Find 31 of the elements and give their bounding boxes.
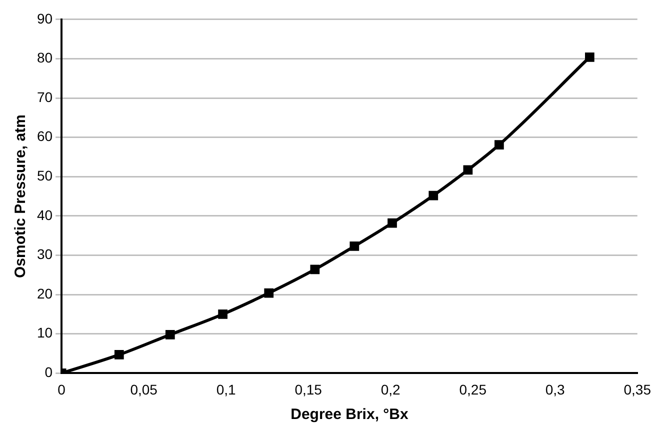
y-tick-label: 80 [36,50,53,66]
x-tick-label: 0,15 [294,381,322,398]
y-tick-label: 10 [36,324,53,341]
y-tick-label: 70 [36,88,53,105]
x-tick-label: 0 [58,381,66,398]
point [264,288,274,298]
y-tick-label: 90 [36,10,53,26]
point [114,350,124,360]
point [218,310,228,319]
x-tick-label: 0,35 [624,381,652,398]
point [428,190,438,200]
x-tick-label: 0,3 [545,381,566,398]
y-tick-label: 50 [36,168,53,184]
x-axis-title: Degree Brix, °Bx [290,406,409,424]
point [165,330,175,340]
point [350,242,360,251]
y-tick-label: 20 [36,285,53,302]
point [494,140,504,150]
y-tick-label: 40 [36,206,53,223]
x-tick-label: 0,25 [459,381,487,398]
x-tick-label: 0,1 [216,381,236,398]
x-tick-label: 0,05 [130,381,158,398]
x-tick-label: 0,2 [380,381,401,398]
point [584,52,594,62]
y-tick-label: 30 [36,246,53,262]
point [463,165,473,175]
y-tick-label: 60 [36,128,53,144]
y-tick-label: 0 [44,364,53,380]
point [310,264,320,274]
y-axis-title: Osmotic Pressure, atm [12,114,30,278]
point [388,218,397,228]
